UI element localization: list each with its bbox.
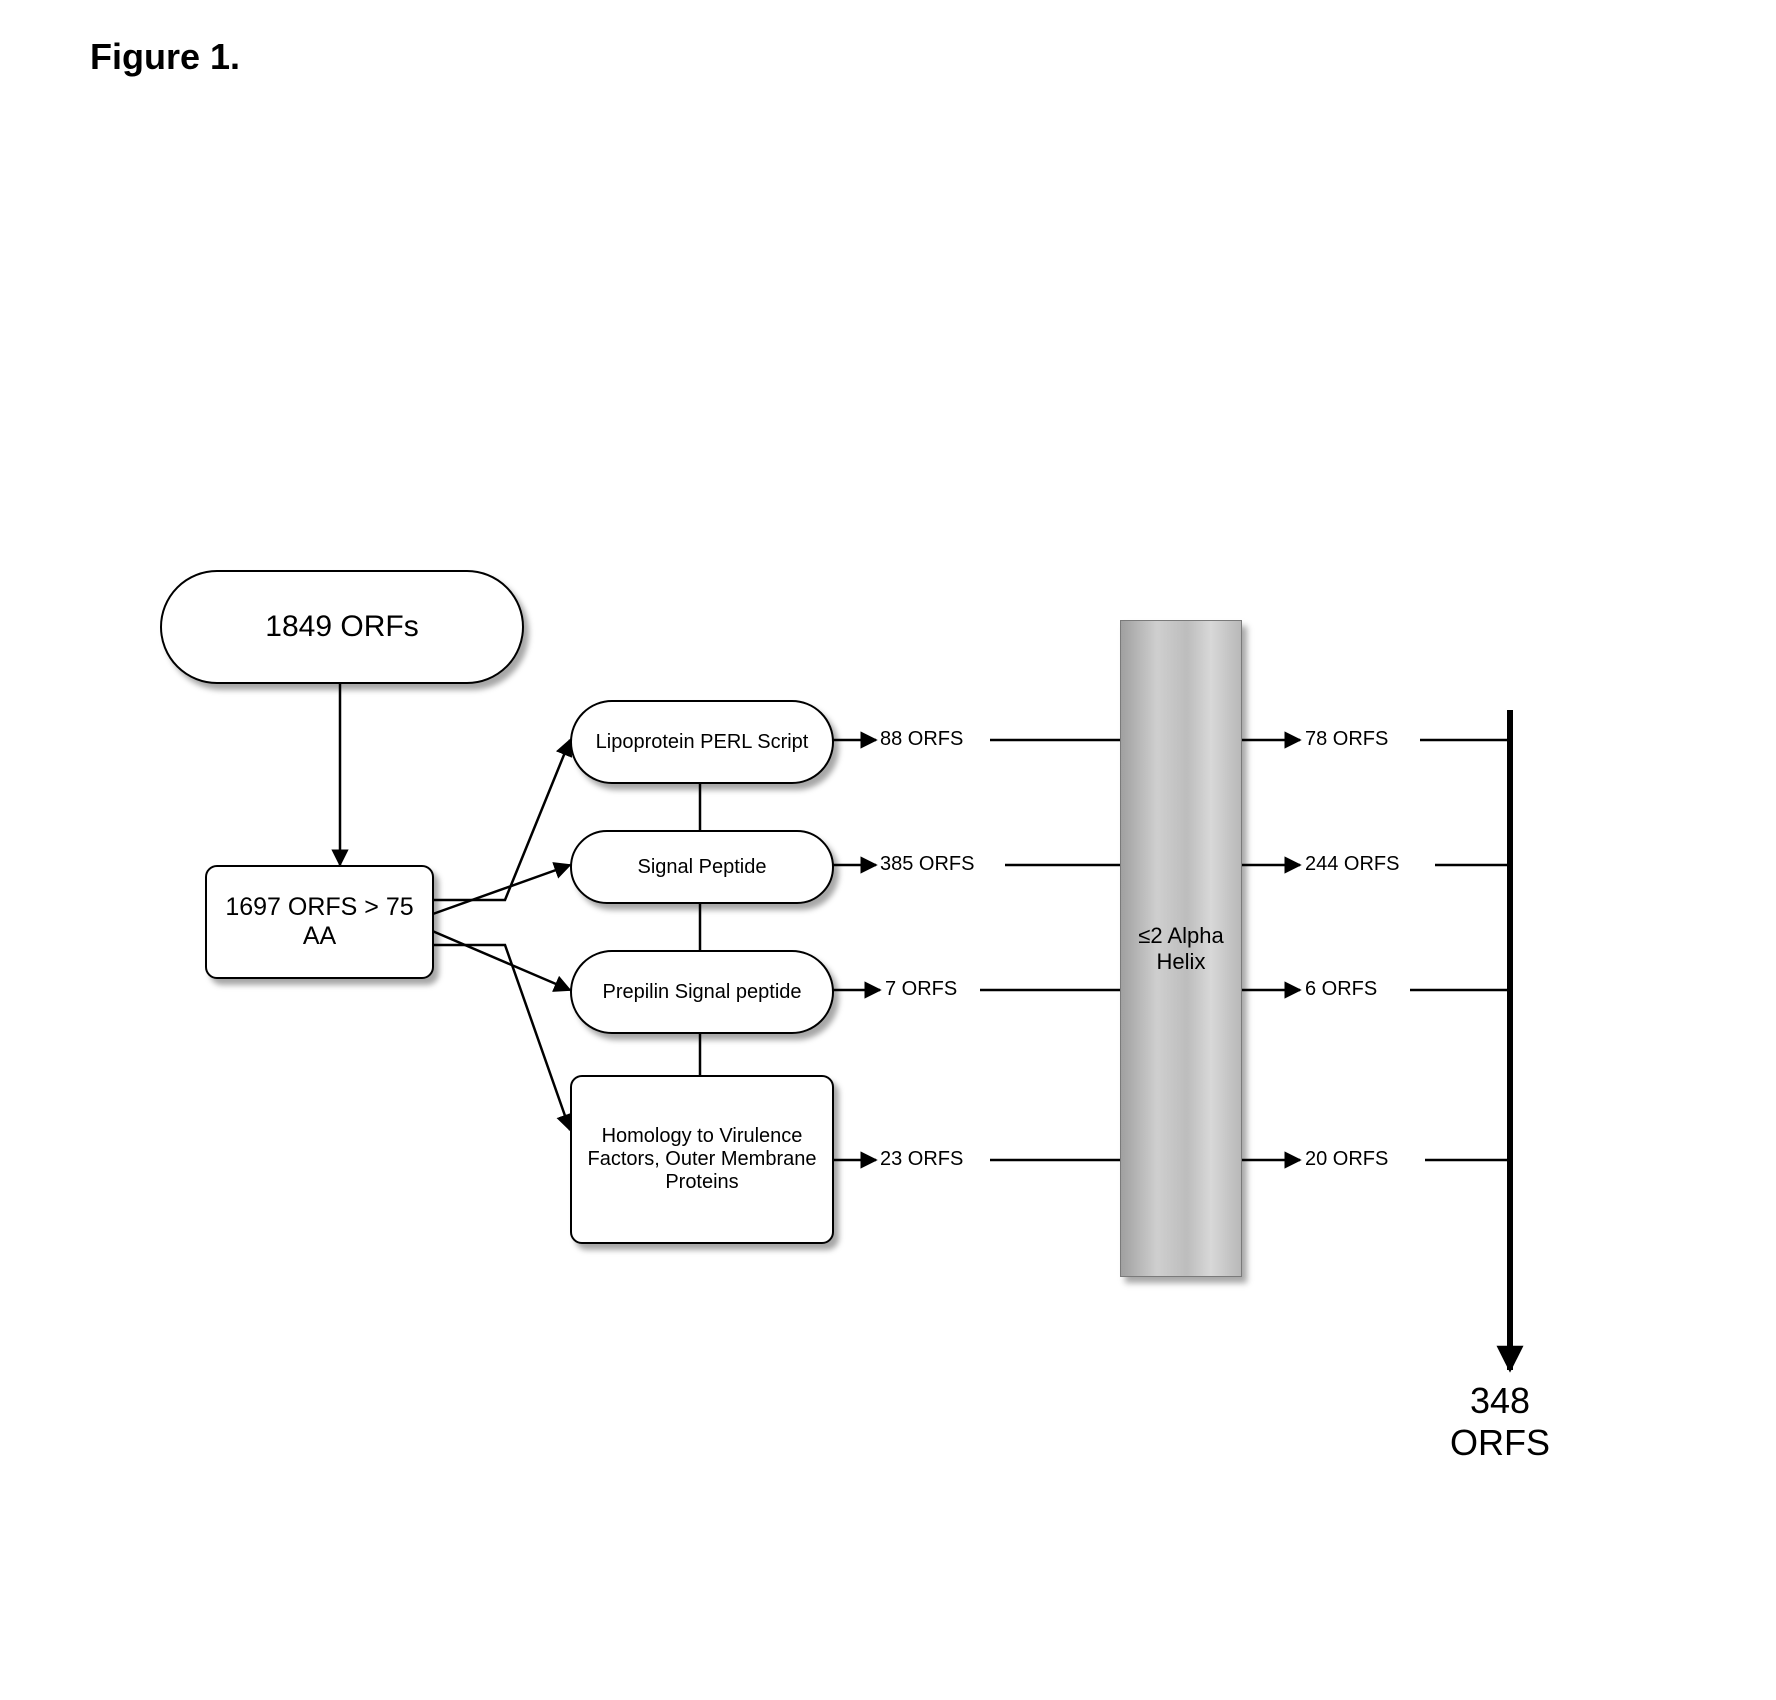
- node-signal-peptide-label: Signal Peptide: [638, 856, 767, 879]
- count-prepilin-right: 6 ORFS: [1305, 978, 1377, 1001]
- flowchart-diagram: 1849 ORFs 1697 ORFS > 75 AA Lipoprotein …: [0, 0, 1776, 1700]
- node-homology: Homology to Virulence Factors, Outer Mem…: [570, 1075, 834, 1244]
- node-lipoprotein-label: Lipoprotein PERL Script: [596, 731, 809, 754]
- node-prepilin: Prepilin Signal peptide: [570, 950, 834, 1034]
- count-signal-right: 244 ORFS: [1305, 853, 1399, 876]
- node-alpha-helix-label: ≤2 Alpha Helix: [1121, 923, 1241, 975]
- count-prepilin-left: 7 ORFS: [885, 978, 957, 1001]
- count-homology-left: 23 ORFS: [880, 1148, 963, 1171]
- node-signal-peptide: Signal Peptide: [570, 830, 834, 904]
- node-homology-label: Homology to Virulence Factors, Outer Mem…: [572, 1125, 832, 1194]
- count-lipo-right: 78 ORFS: [1305, 728, 1388, 751]
- node-filter-75aa-label: 1697 ORFS > 75 AA: [207, 893, 432, 951]
- node-lipoprotein: Lipoprotein PERL Script: [570, 700, 834, 784]
- count-homology-right: 20 ORFS: [1305, 1148, 1388, 1171]
- node-start-label: 1849 ORFs: [265, 610, 418, 644]
- node-prepilin-label: Prepilin Signal peptide: [602, 981, 801, 1004]
- node-filter-75aa: 1697 ORFS > 75 AA: [205, 865, 434, 979]
- node-start: 1849 ORFs: [160, 570, 524, 684]
- count-lipo-left: 88 ORFS: [880, 728, 963, 751]
- count-signal-left: 385 ORFS: [880, 853, 974, 876]
- node-alpha-helix-filter: ≤2 Alpha Helix: [1120, 620, 1242, 1277]
- result-label: 348 ORFS: [1450, 1380, 1550, 1464]
